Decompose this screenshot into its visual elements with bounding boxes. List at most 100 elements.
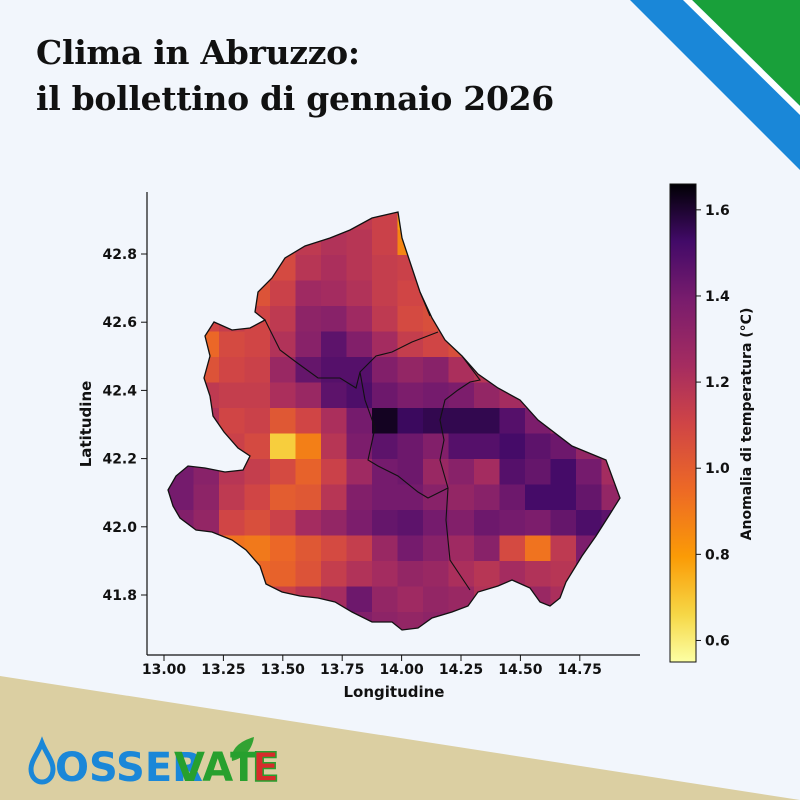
anomaly-cell [423, 331, 449, 357]
anomaly-cell [423, 433, 449, 459]
anomaly-cell [525, 356, 551, 383]
anomaly-grid-cells [168, 212, 653, 630]
anomaly-cell [550, 611, 577, 630]
anomaly-cell [270, 356, 296, 383]
province-border [439, 355, 481, 591]
anomaly-cell [525, 382, 551, 408]
anomaly-cell [270, 509, 296, 536]
anomaly-cell [601, 382, 620, 408]
anomaly-cell [601, 305, 620, 332]
anomaly-cell [474, 229, 500, 255]
anomaly-cell [244, 254, 271, 281]
anomaly-cell [397, 280, 424, 306]
anomaly-cell [346, 586, 373, 612]
anomaly-cell [372, 356, 398, 383]
anomaly-cell [601, 331, 620, 357]
anomaly-cell [372, 229, 398, 255]
anomaly-cell [168, 331, 194, 357]
anomaly-cell [168, 356, 194, 383]
anomaly-cell [270, 560, 296, 587]
colorbar-tick-label: 0.8 [705, 547, 730, 563]
anomaly-cell [270, 458, 296, 485]
anomaly-cell [576, 331, 602, 357]
anomaly-cell [295, 560, 322, 587]
anomaly-cell [627, 586, 653, 612]
anomaly-cell [168, 254, 194, 281]
anomaly-cell [550, 356, 577, 383]
anomaly-cell [219, 586, 245, 612]
anomaly-cell [346, 535, 373, 561]
anomaly-cell [295, 254, 322, 281]
anomaly-cell [627, 382, 653, 408]
y-tick-label: 41.8 [102, 588, 137, 604]
osservate-logo-graphic: OSSER VAT E E [28, 736, 280, 792]
anomaly-cell [423, 535, 449, 561]
anomaly-cell [219, 382, 245, 408]
anomaly-cell [270, 611, 296, 630]
anomaly-cell [295, 484, 322, 510]
anomaly-cell [244, 407, 271, 434]
anomaly-cell [193, 280, 220, 306]
anomaly-cell [601, 484, 620, 510]
anomaly-cell [525, 535, 551, 561]
anomaly-cell [193, 229, 220, 255]
anomaly-cell [295, 611, 322, 630]
anomaly-cell [627, 459, 653, 485]
x-axis-label: Longitudine [343, 683, 444, 701]
anomaly-cell [423, 212, 449, 230]
anomaly-cell [397, 305, 424, 332]
anomaly-cell [346, 305, 373, 332]
anomaly-cell [397, 254, 424, 281]
anomaly-cell [397, 509, 424, 536]
anomaly-cell [423, 560, 449, 587]
anomaly-cell [193, 433, 220, 459]
anomaly-cell [270, 433, 296, 459]
anomaly-cell [168, 229, 194, 255]
map-axes: 13.00 13.25 13.50 13.75 14.00 14.25 14.50 14.75… [77, 192, 640, 701]
anomaly-cell [321, 407, 347, 434]
anomaly-cell [219, 212, 245, 230]
colorbar-tick-label: 0.6 [705, 633, 730, 649]
anomaly-cell [346, 509, 373, 536]
anomaly-cell [499, 535, 526, 561]
anomaly-cell [168, 611, 194, 630]
title-line-2: il bollettino di gennaio 2026 [36, 79, 554, 118]
anomaly-cell [193, 212, 220, 230]
anomaly-cell [627, 433, 653, 459]
anomaly-cell [474, 254, 500, 281]
anomaly-cell [295, 509, 322, 536]
anomaly-cell [550, 535, 577, 561]
colorbar-gradient [669, 183, 697, 663]
anomaly-cell [346, 254, 373, 281]
anomaly-cell [244, 611, 271, 630]
page-title: Clima in Abruzzo: il bollettino di genna… [36, 30, 554, 122]
anomaly-cell [576, 407, 602, 434]
anomaly-cell [601, 407, 620, 434]
anomaly-cell [627, 510, 653, 536]
anomaly-cell [193, 535, 220, 561]
anomaly-cell [372, 560, 398, 587]
anomaly-cell [448, 305, 475, 332]
anomaly-cell [168, 382, 194, 408]
anomaly-cell [168, 212, 194, 230]
anomaly-cell [601, 611, 620, 630]
anomaly-cell [448, 433, 475, 459]
anomaly-cell [423, 586, 449, 612]
anomaly-cell [576, 382, 602, 408]
anomaly-cell [193, 458, 220, 485]
anomaly-cell [525, 509, 551, 536]
anomaly-cell [219, 484, 245, 510]
title-line-1: Clima in Abruzzo: [36, 33, 360, 72]
y-axis-ticks: 41.8 42.0 42.2 42.4 42.6 42.8 [102, 247, 147, 604]
anomaly-cell [627, 408, 653, 434]
anomaly-cell [397, 433, 424, 459]
anomaly-cell [499, 586, 526, 612]
anomaly-cell [448, 331, 475, 357]
anomaly-cell [372, 407, 398, 434]
anomaly-cell [244, 458, 271, 485]
y-tick-label: 42.8 [102, 247, 137, 263]
anomaly-cell [499, 484, 526, 510]
anomaly-cell [219, 407, 245, 434]
anomaly-cell [372, 331, 398, 357]
